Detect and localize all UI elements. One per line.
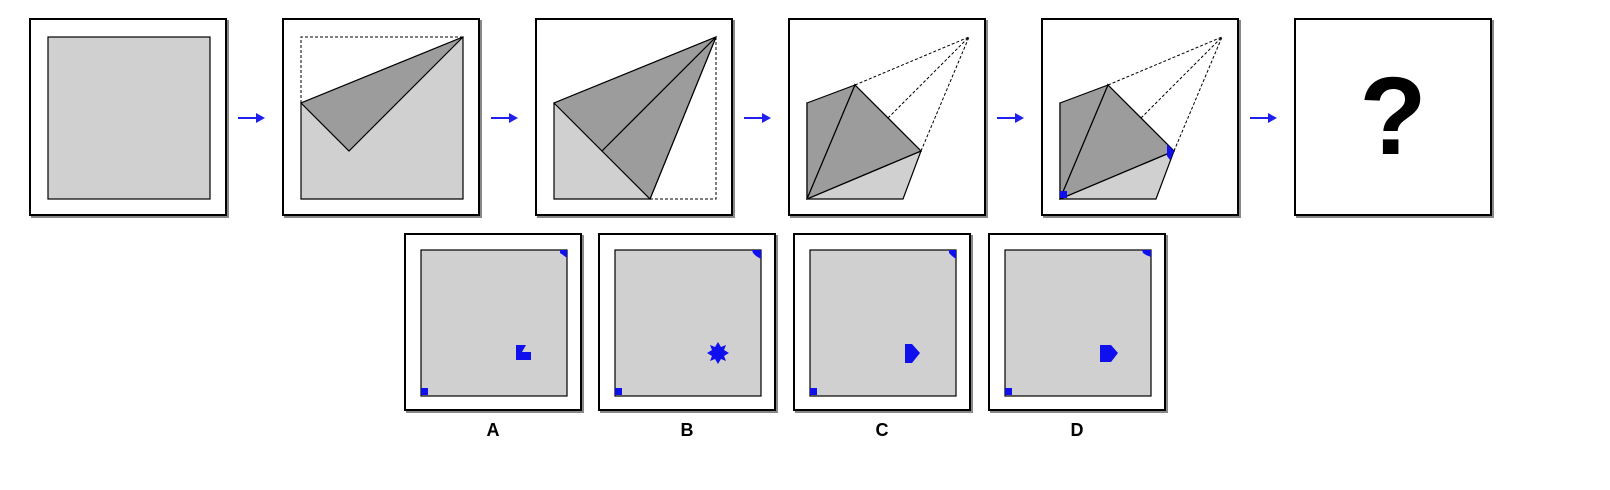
punch-holes-diagram: [1058, 36, 1223, 201]
star-icon: [707, 342, 729, 364]
arrow-icon: [238, 113, 265, 123]
option-d-paper: [1004, 249, 1152, 397]
option-b-panel[interactable]: [598, 233, 776, 411]
option-d-panel[interactable]: [988, 233, 1166, 411]
option-b-paper: [614, 249, 762, 397]
step-1-panel: [29, 18, 227, 216]
fold-corner-diagram: [299, 36, 464, 200]
pentagon-icon: [905, 344, 920, 363]
option-b-label[interactable]: B: [680, 420, 694, 440]
fold-cone-diagram: [805, 36, 970, 201]
option-d-label[interactable]: D: [1070, 420, 1084, 440]
corner-hole: [949, 250, 956, 259]
notched-square-icon: [516, 345, 531, 360]
option-c-label[interactable]: C: [875, 420, 889, 440]
punched-hole: [1167, 144, 1174, 160]
corner-hole: [1005, 388, 1012, 395]
option-a-paper: [420, 249, 568, 397]
option-c-paper: [809, 249, 957, 397]
step-5-panel: [1041, 18, 1239, 216]
arrow-icon: [1250, 113, 1277, 123]
arrow-icon: [744, 113, 771, 123]
question-mark: ?: [1359, 55, 1427, 178]
step-3-panel: [535, 18, 733, 216]
fold-side-diagram: [552, 35, 718, 201]
option-a-label[interactable]: A: [486, 420, 500, 440]
unfolded-paper: [47, 36, 211, 200]
corner-hole: [421, 388, 428, 395]
corner-hole: [810, 388, 817, 395]
unknown-result-panel: ?: [1294, 18, 1492, 216]
step-2-panel: [282, 18, 480, 216]
step-4-panel: [788, 18, 986, 216]
option-a-panel[interactable]: [404, 233, 582, 411]
arrow-icon: [997, 113, 1024, 123]
corner-hole: [615, 388, 622, 395]
pentagon-icon: [1100, 345, 1118, 362]
punched-hole: [1060, 191, 1067, 198]
corner-hole: [1142, 250, 1151, 257]
option-c-panel[interactable]: [793, 233, 971, 411]
corner-hole: [560, 250, 567, 258]
corner-hole: [752, 250, 761, 259]
arrow-icon: [491, 113, 518, 123]
